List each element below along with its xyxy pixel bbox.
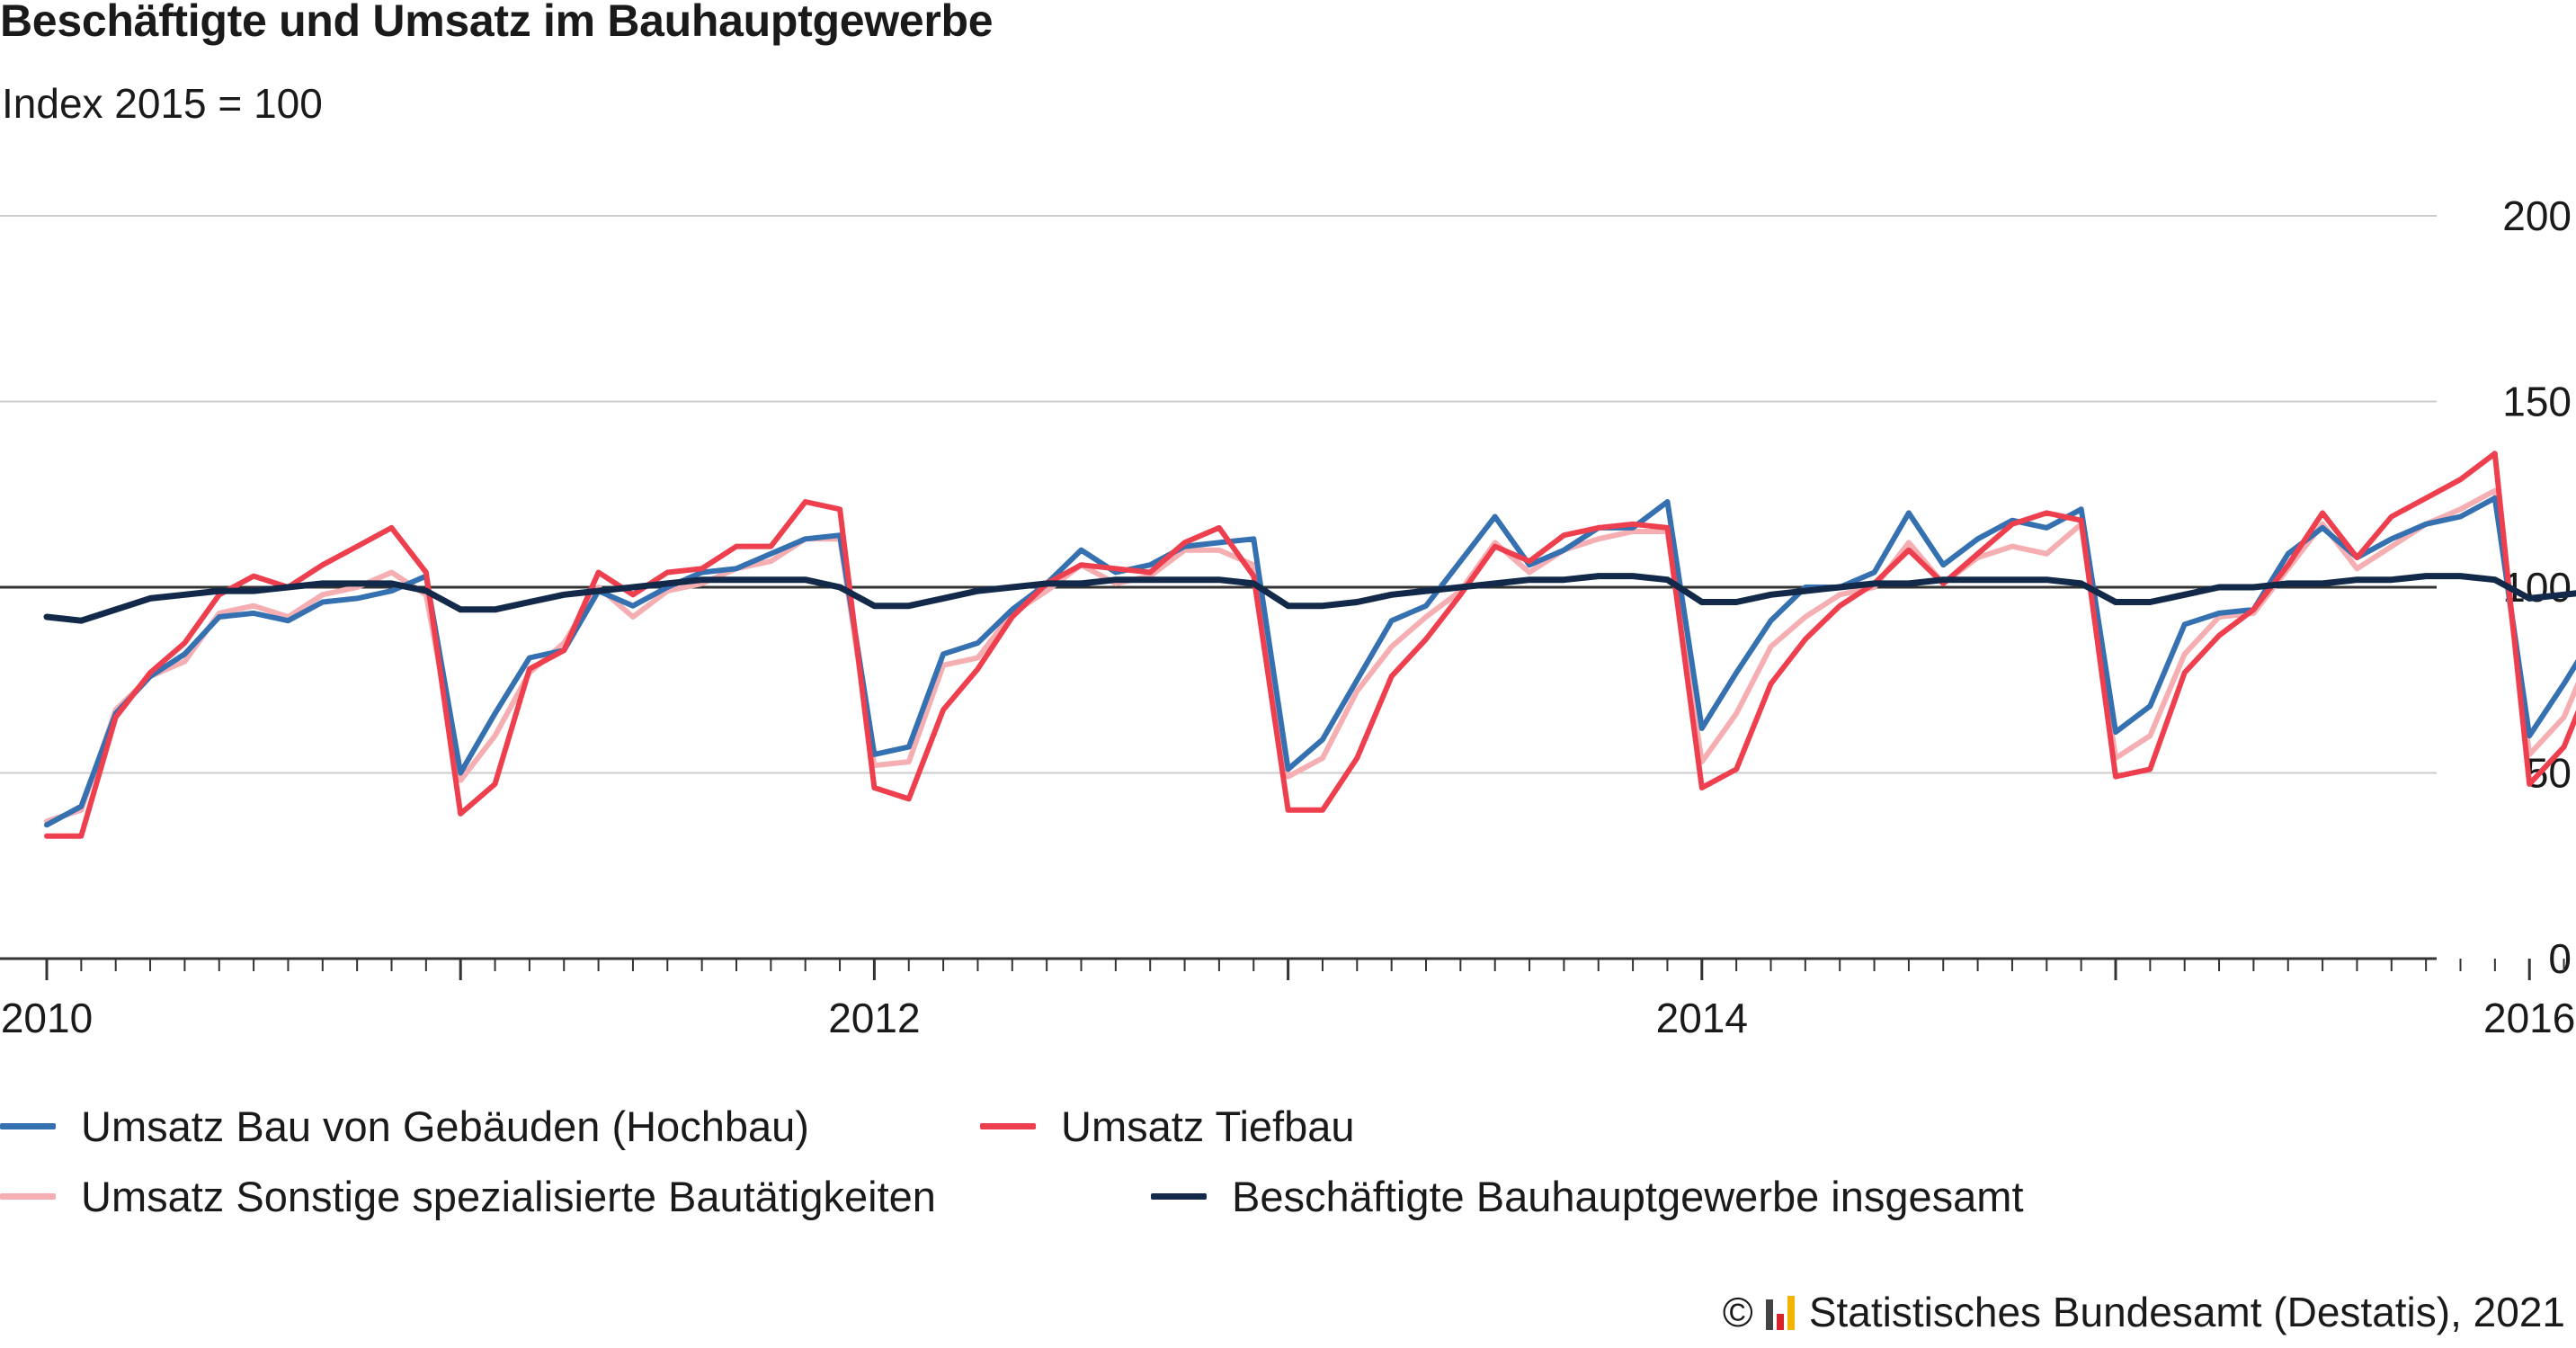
series-line-beschaeftigte — [43, 573, 2576, 624]
legend-item-sonstige: Umsatz Sonstige spezialisierte Bautätigk… — [0, 1172, 936, 1221]
legend-item-tiefbau: Umsatz Tiefbau — [980, 1102, 1355, 1151]
x-tick-label: 2010 — [1, 995, 93, 1041]
chart-series — [43, 451, 2576, 839]
legend-swatch-hochbau — [0, 1123, 56, 1129]
y-tick-label: 50 — [2526, 750, 2572, 797]
x-axis: 201020122014201620182020 — [0, 957, 2575, 1041]
y-tick-label: 200 — [2502, 192, 2572, 239]
legend-label-tiefbau: Umsatz Tiefbau — [1061, 1103, 1355, 1150]
source-note: © Statistisches Bundesamt (Destatis), 20… — [1723, 1288, 2565, 1336]
chart-title: Beschäftigte und Umsatz im Bauhauptgewer… — [0, 0, 994, 46]
copyright-symbol: © — [1722, 1289, 1753, 1335]
legend-label-beschaeftigte: Beschäftigte Bauhauptgewerbe insgesamt — [1232, 1173, 2024, 1220]
legend-swatch-sonstige — [0, 1193, 56, 1200]
x-tick-label: 2016 — [2483, 995, 2575, 1041]
chart-subtitle: Index 2015 = 100 — [2, 80, 323, 127]
legend-label-sonstige: Umsatz Sonstige spezialisierte Bautätigk… — [81, 1173, 936, 1220]
y-tick-label: 0 — [2548, 935, 2572, 982]
series-line-sonstige — [44, 487, 2576, 825]
legend-item-hochbau: Umsatz Bau von Gebäuden (Hochbau) — [0, 1102, 809, 1151]
legend-item-beschaeftigte: Beschäftigte Bauhauptgewerbe insgesamt — [1151, 1172, 2024, 1221]
x-tick-label: 2014 — [1656, 995, 1748, 1041]
legend-swatch-beschaeftigte — [1151, 1193, 1207, 1200]
series-line-tiefbau — [44, 451, 2576, 839]
legend-swatch-tiefbau — [980, 1123, 1036, 1129]
chart-grid — [0, 215, 2437, 774]
y-tick-label: 150 — [2502, 379, 2572, 425]
series-line-hochbau — [44, 495, 2576, 828]
source-text: Statistisches Bundesamt (Destatis), 2021 — [1808, 1289, 2565, 1335]
legend-label-hochbau: Umsatz Bau von Gebäuden (Hochbau) — [81, 1103, 809, 1150]
destatis-logo-icon — [1765, 1294, 1795, 1330]
x-tick-label: 2012 — [828, 995, 920, 1041]
